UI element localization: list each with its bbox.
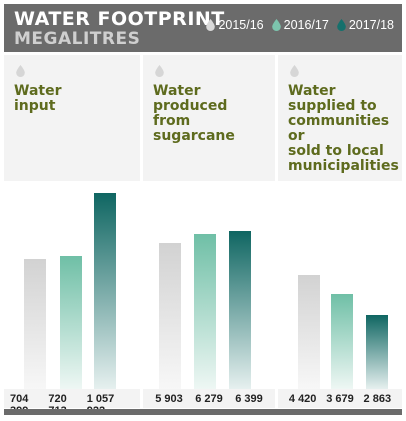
chart-header: WATER FOOTPRINT MEGALITRES 2015/16 2016/… [4, 4, 402, 52]
panel-water-from-sugarcane: Water produced from sugarcane 5 903 6 27… [143, 55, 275, 408]
bar-2015-16 [298, 275, 320, 389]
bar-2017-18 [94, 193, 116, 389]
legend-item-2016-17: 2016/17 [271, 18, 329, 32]
chart-subtitle: MEGALITRES [14, 29, 141, 49]
panel-title: Water input [14, 83, 62, 114]
chart-title: WATER FOOTPRINT [14, 8, 225, 30]
data-label: 2 863 [363, 393, 392, 405]
bottom-rule [4, 409, 402, 415]
panel-title: Water produced from sugarcane [153, 83, 235, 144]
droplet-icon [290, 65, 299, 77]
bar-2016-17 [331, 294, 353, 389]
droplet-icon [271, 19, 281, 31]
droplet-icon [206, 19, 216, 31]
legend-item-2015-16: 2015/16 [206, 18, 264, 32]
data-label: 4 420 [288, 393, 317, 405]
data-label: 704 399 [10, 393, 29, 417]
bar-2015-16 [159, 243, 181, 389]
data-label: 6 399 [235, 393, 263, 405]
data-label: 6 279 [195, 393, 223, 405]
data-label: 5 903 [155, 393, 183, 405]
legend-label: 2017/18 [348, 18, 394, 32]
droplet-icon [155, 65, 164, 77]
bar-2016-17 [194, 234, 216, 389]
plot-area [4, 181, 140, 389]
legend-item-2017-18: 2017/18 [337, 18, 394, 32]
bar-2016-17 [60, 256, 82, 389]
bar-2017-18 [229, 231, 251, 389]
plot-area [143, 181, 275, 389]
plot-area [278, 181, 402, 389]
droplet-icon [337, 19, 346, 31]
value-labels: 704 399 720 713 1 057 922 [4, 393, 140, 417]
data-label: 720 713 [48, 393, 67, 417]
legend-label: 2016/17 [283, 18, 329, 32]
data-label: 3 679 [326, 393, 354, 405]
bar-2017-18 [366, 315, 388, 389]
legend: 2015/16 2016/17 2017/18 [206, 18, 394, 32]
value-labels: 5 903 6 279 6 399 [143, 393, 275, 407]
droplet-icon [16, 65, 25, 77]
panel-water-input: Water input 704 399 720 713 1 057 922 [4, 55, 140, 417]
legend-label: 2015/16 [218, 18, 264, 32]
panel-water-supplied: Water supplied to communities or sold to… [278, 55, 402, 408]
panel-title: Water supplied to communities or sold to… [288, 83, 399, 174]
value-labels: 4 420 3 679 2 863 [278, 393, 402, 407]
bar-2015-16 [24, 259, 46, 389]
data-label: 1 057 922 [86, 393, 115, 417]
